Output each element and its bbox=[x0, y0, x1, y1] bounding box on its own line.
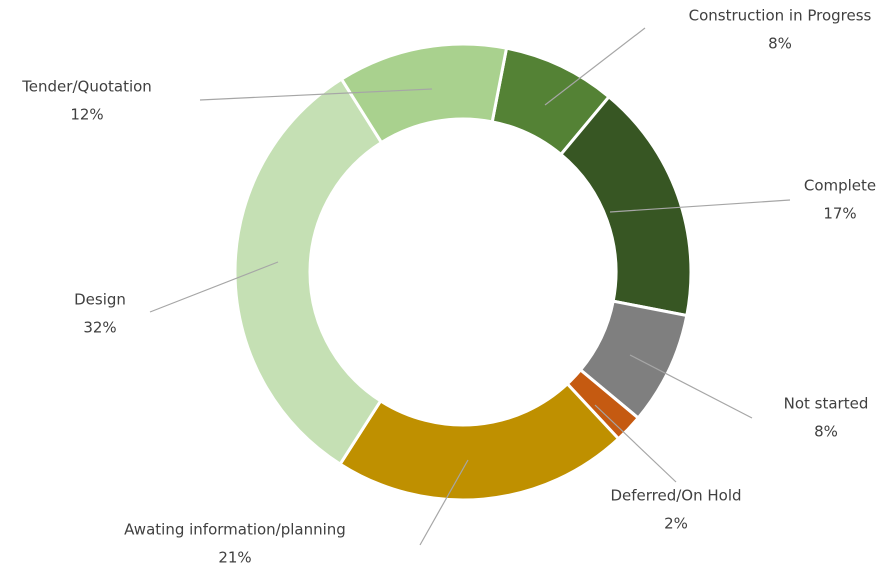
category-label: Complete bbox=[804, 177, 876, 195]
value-label: 2% bbox=[664, 515, 688, 533]
leader-line bbox=[544, 27, 646, 106]
category-label: Design bbox=[74, 291, 126, 309]
leader-line bbox=[609, 199, 791, 213]
leader-line bbox=[149, 261, 279, 313]
value-label: 17% bbox=[823, 205, 856, 223]
leader-line bbox=[199, 88, 433, 101]
category-label: Not started bbox=[784, 395, 869, 413]
donut-segment bbox=[558, 94, 693, 318]
donut-segment bbox=[339, 42, 509, 145]
category-label: Construction in Progress bbox=[689, 7, 872, 25]
value-label: 8% bbox=[768, 35, 792, 53]
category-label: Deferred/On Hold bbox=[610, 487, 741, 505]
donut-segment bbox=[233, 76, 384, 467]
value-label: 21% bbox=[218, 549, 251, 567]
leader-line bbox=[419, 459, 469, 546]
leader-line bbox=[629, 354, 753, 419]
value-label: 12% bbox=[70, 106, 103, 124]
category-label: Tender/Quotation bbox=[21, 78, 152, 96]
value-label: 32% bbox=[83, 319, 116, 337]
value-label: 8% bbox=[814, 423, 838, 441]
category-label: Awating information/planning bbox=[124, 521, 346, 539]
leader-line bbox=[594, 404, 677, 483]
